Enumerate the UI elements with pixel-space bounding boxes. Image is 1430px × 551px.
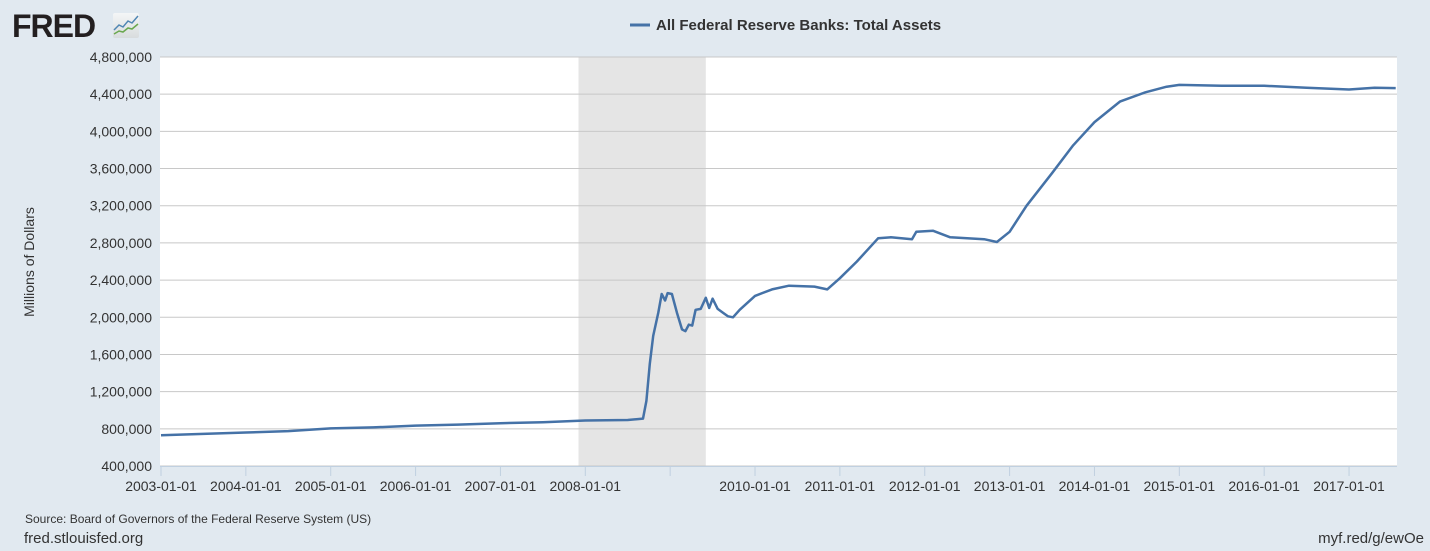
plot-area: [160, 57, 1397, 466]
y-tick-label: 2,800,000: [90, 235, 152, 251]
fred-logo[interactable]: FRED: [12, 8, 96, 44]
source-note: Source: Board of Governors of the Federa…: [25, 512, 372, 526]
x-tick-label: 2015-01-01: [1144, 478, 1216, 494]
x-tick-label: 2011-01-01: [805, 478, 876, 494]
y-tick-label: 4,400,000: [90, 86, 152, 102]
x-tick-label: 2003-01-01: [125, 478, 197, 494]
x-tick-label: 2012-01-01: [889, 478, 961, 494]
x-tick-label: 2005-01-01: [295, 478, 367, 494]
short-url-link[interactable]: myf.red/g/ewOe: [1318, 530, 1424, 547]
y-tick-label: 4,000,000: [90, 123, 152, 139]
y-tick-label: 1,600,000: [90, 346, 152, 362]
y-tick-label: 800,000: [101, 421, 152, 437]
x-tick-label: 2017-01-01: [1313, 478, 1385, 494]
fred-chart-logo-icon: [113, 13, 139, 38]
legend: All Federal Reserve Banks: Total Assets: [630, 17, 941, 34]
x-tick-label: 2008-01-01: [549, 478, 621, 494]
y-tick-label: 3,200,000: [90, 198, 152, 214]
y-tick-label: 3,600,000: [90, 161, 152, 177]
x-tick-label: 2004-01-01: [210, 478, 282, 494]
x-tick-label: 2013-01-01: [974, 478, 1046, 494]
x-tick-label: 2016-01-01: [1228, 478, 1300, 494]
y-tick-label: 400,000: [101, 458, 152, 474]
series-line: [160, 83, 1396, 437]
legend-label: All Federal Reserve Banks: Total Assets: [656, 17, 941, 34]
x-tick-label: 2006-01-01: [380, 478, 452, 494]
recession-shading: [578, 57, 706, 466]
y-tick-label: 4,800,000: [90, 49, 152, 65]
site-link[interactable]: fred.stlouisfed.org: [24, 530, 144, 547]
y-tick-label: 2,000,000: [90, 309, 152, 325]
y-axis-label: Millions of Dollars: [21, 207, 37, 317]
x-tick-label: 2007-01-01: [465, 478, 537, 494]
x-tick-label: 2010-01-01: [719, 478, 791, 494]
x-tick-label: 2014-01-01: [1059, 478, 1131, 494]
y-tick-label: 2,400,000: [90, 272, 152, 288]
y-tick-label: 1,200,000: [90, 384, 152, 400]
